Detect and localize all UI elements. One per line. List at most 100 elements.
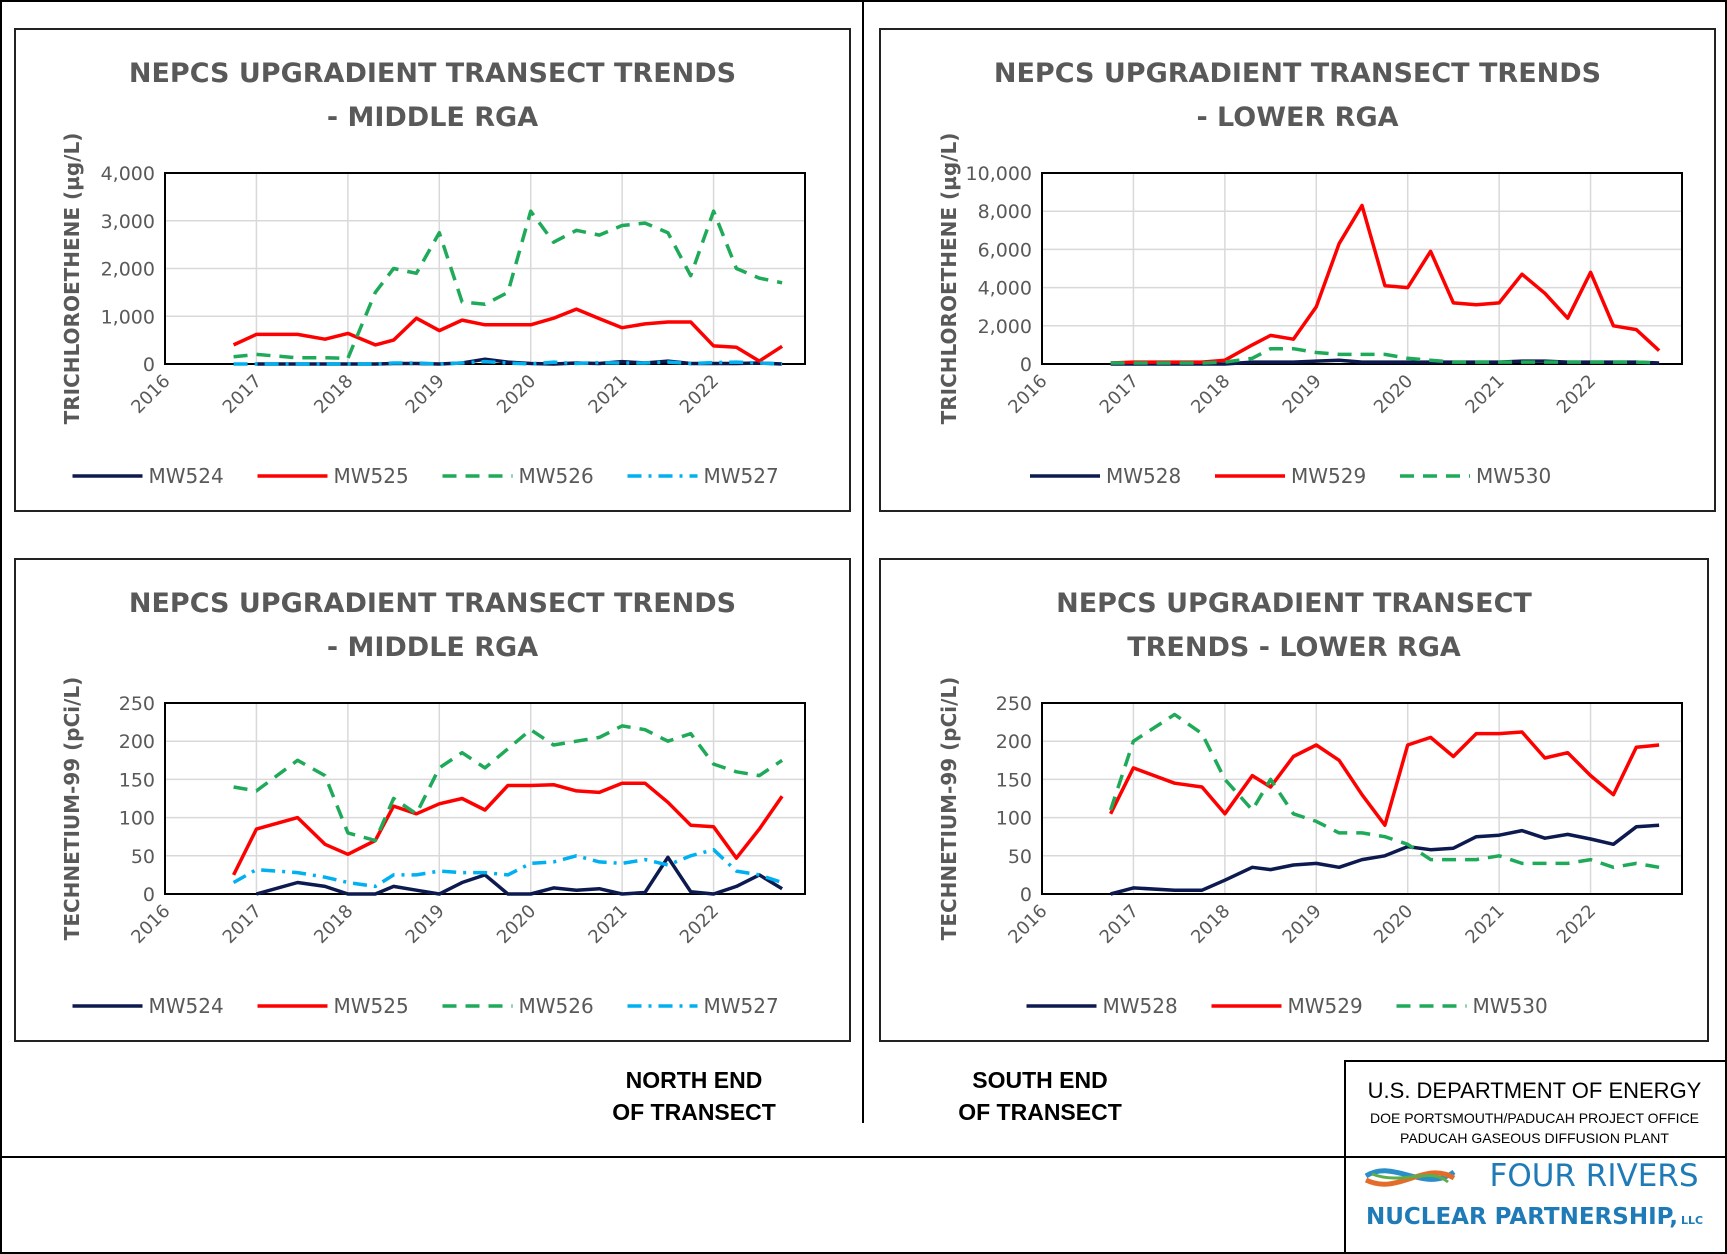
titleblock-border bbox=[1344, 1060, 1346, 1254]
x-tick-label: 2022 bbox=[676, 371, 723, 418]
y-tick-label: 50 bbox=[1008, 846, 1032, 868]
series-line bbox=[233, 359, 783, 366]
y-tick-label: 4,000 bbox=[978, 278, 1032, 300]
y-tick-label: 150 bbox=[996, 769, 1032, 791]
y-tick-label: 100 bbox=[996, 808, 1032, 830]
chart-svg: 0 1,000 2,000 3,000 4,000 2016 2017 2018 2019 202… bbox=[60, 133, 806, 488]
y-tick-label: 0 bbox=[1020, 354, 1032, 376]
y-axis-label: TRICHLOROETHENE (µg/L) bbox=[937, 133, 961, 425]
y-axis-label: TECHNETIUM-99 (pCi/L) bbox=[60, 677, 84, 941]
y-tick-label: 6,000 bbox=[978, 239, 1032, 261]
chart-panel: NEPCS UPGRADIENT TRANSECT TRENDS - LOWER… bbox=[879, 558, 1709, 1042]
y-tick-label: 50 bbox=[131, 846, 155, 868]
x-tick-label: 2019 bbox=[1279, 371, 1326, 418]
x-tick-label: 2016 bbox=[1004, 901, 1051, 948]
plot-border bbox=[164, 702, 806, 895]
x-tick-label: 2021 bbox=[584, 901, 631, 948]
legend-label: MW525 bbox=[334, 994, 409, 1018]
x-tick-label: 2016 bbox=[127, 901, 174, 948]
agency: U.S. DEPARTMENT OF ENERGY bbox=[1367, 1078, 1702, 1103]
x-tick-label: 2020 bbox=[1370, 901, 1417, 948]
legend-label: MW525 bbox=[334, 464, 409, 488]
logo-suffix: LLC bbox=[1681, 1214, 1703, 1227]
chart-svg: 0 50 100 150 200 250 2016 2017 2018 2019 2020 2021 2… bbox=[937, 677, 1683, 1018]
x-tick-label: 2018 bbox=[310, 901, 357, 948]
x-tick-label: 2020 bbox=[493, 901, 540, 948]
x-tick-label: 2018 bbox=[1187, 371, 1234, 418]
y-tick-label: 3,000 bbox=[101, 211, 155, 233]
chart-panel: NEPCS UPGRADIENT TRANSECT TRENDS - MIDDL… bbox=[14, 558, 851, 1042]
series-line bbox=[1110, 346, 1660, 365]
y-axis-label: TRICHLOROETHENE (µg/L) bbox=[60, 133, 84, 425]
y-tick-label: 250 bbox=[996, 693, 1032, 715]
series-line bbox=[233, 209, 783, 361]
y-tick-label: 0 bbox=[1020, 884, 1032, 906]
x-tick-label: 2017 bbox=[1096, 371, 1143, 418]
series-line bbox=[232, 847, 783, 889]
legend-label: MW530 bbox=[1476, 464, 1551, 488]
note-line: NORTH END bbox=[625, 1067, 763, 1093]
series-line bbox=[1108, 712, 1660, 870]
y-tick-label: 4,000 bbox=[101, 163, 155, 185]
series-line bbox=[232, 781, 784, 876]
x-tick-label: 2019 bbox=[402, 371, 449, 418]
legend-label: MW529 bbox=[1288, 994, 1363, 1018]
y-tick-label: 200 bbox=[996, 731, 1032, 753]
office: DOE PORTSMOUTH/PADUCAH PROJECT OFFICE bbox=[1369, 1110, 1700, 1126]
x-tick-label: 2022 bbox=[1553, 901, 1600, 948]
y-tick-label: 2,000 bbox=[101, 259, 155, 281]
x-tick-label: 2018 bbox=[1187, 901, 1234, 948]
y-tick-label: 250 bbox=[119, 693, 155, 715]
logo-swoosh bbox=[1364, 1168, 1456, 1182]
divider-vertical bbox=[862, 0, 864, 1123]
logo: FOUR RIVERS NUCLEAR PARTNERSHIP, LLC bbox=[1364, 1158, 1703, 1230]
x-tick-label: 2017 bbox=[219, 901, 266, 948]
chart-title: NEPCS UPGRADIENT TRANSECT TRENDS - MIDDL… bbox=[128, 58, 737, 133]
y-tick-label: 150 bbox=[119, 769, 155, 791]
chart-svg: 0 2,000 4,000 6,000 8,000 10,000 2016 2017 2018 2… bbox=[937, 133, 1683, 488]
x-tick-label: 2018 bbox=[310, 371, 357, 418]
plot-border bbox=[164, 172, 806, 365]
series-line bbox=[255, 855, 784, 896]
y-tick-label: 100 bbox=[119, 808, 155, 830]
chart-panel: NEPCS UPGRADIENT TRANSECT TRENDS - MIDDL… bbox=[14, 28, 851, 512]
y-tick-label: 2,000 bbox=[978, 316, 1032, 338]
north-note: NORTH END OF TRANSECT bbox=[574, 1064, 814, 1128]
y-tick-label: 1,000 bbox=[101, 306, 155, 328]
title-block: U.S. DEPARTMENT OF ENERGY DOE PORTSMOUTH… bbox=[1344, 1060, 1725, 1236]
y-tick-label: 0 bbox=[143, 354, 155, 376]
legend-label: MW524 bbox=[149, 464, 224, 488]
chart-panel: NEPCS UPGRADIENT TRANSECT TRENDS - LOWER… bbox=[879, 28, 1716, 512]
plot-border bbox=[1041, 702, 1683, 895]
chart-title: NEPCS UPGRADIENT TRANSECT TRENDS - LOWER… bbox=[1056, 588, 1532, 663]
x-tick-label: 2019 bbox=[402, 901, 449, 948]
legend-label: MW527 bbox=[704, 464, 779, 488]
note-line: OF TRANSECT bbox=[958, 1099, 1122, 1125]
logo-line2: NUCLEAR PARTNERSHIP, bbox=[1366, 1204, 1678, 1230]
x-tick-label: 2020 bbox=[493, 371, 540, 418]
x-tick-label: 2016 bbox=[127, 371, 174, 418]
y-tick-label: 0 bbox=[143, 884, 155, 906]
note-line: OF TRANSECT bbox=[612, 1099, 776, 1125]
chart-title: NEPCS UPGRADIENT TRANSECT TRENDS - LOWER… bbox=[993, 58, 1602, 133]
x-tick-label: 2022 bbox=[1553, 371, 1600, 418]
y-axis-label: TECHNETIUM-99 (pCi/L) bbox=[937, 677, 961, 941]
legend-label: MW526 bbox=[519, 464, 594, 488]
chart-svg: 0 50 100 150 200 250 2016 2017 2018 2019 2020 2021 2… bbox=[60, 677, 806, 1018]
plot-border bbox=[1041, 172, 1683, 365]
y-tick-label: 200 bbox=[119, 731, 155, 753]
divider-horizontal bbox=[0, 1156, 1727, 1158]
series-line bbox=[232, 307, 784, 363]
x-tick-label: 2019 bbox=[1279, 901, 1326, 948]
series-line bbox=[1109, 730, 1660, 827]
legend-label: MW528 bbox=[1103, 994, 1178, 1018]
legend-label: MW530 bbox=[1473, 994, 1548, 1018]
series-line bbox=[1110, 203, 1661, 365]
y-tick-label: 8,000 bbox=[978, 201, 1032, 223]
logo-line1: FOUR RIVERS bbox=[1489, 1158, 1698, 1194]
series-line bbox=[233, 724, 784, 843]
x-tick-label: 2021 bbox=[584, 371, 631, 418]
series-line bbox=[1110, 823, 1660, 896]
x-tick-label: 2020 bbox=[1370, 371, 1417, 418]
legend-label: MW526 bbox=[519, 994, 594, 1018]
